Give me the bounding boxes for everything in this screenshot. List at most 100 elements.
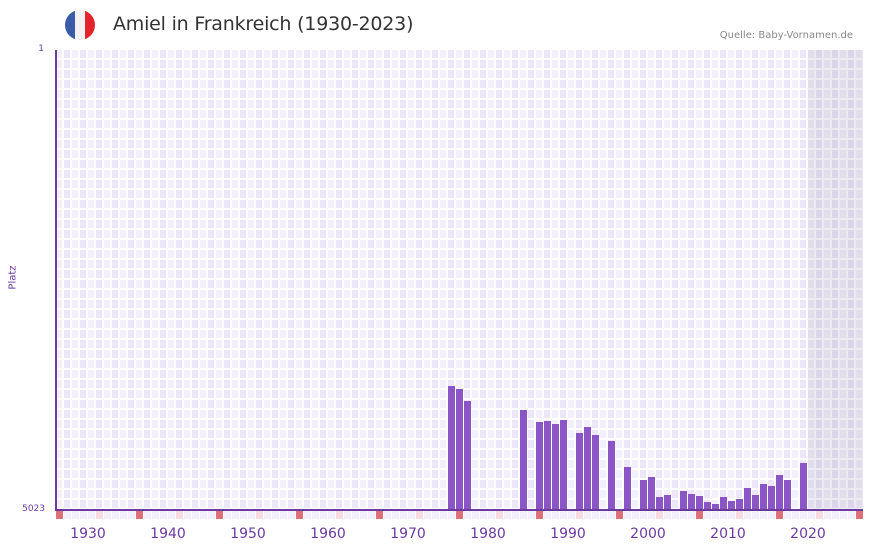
year-marker xyxy=(288,511,295,519)
bar-1979[interactable] xyxy=(464,400,471,510)
year-marker xyxy=(640,511,647,519)
bar-1986[interactable] xyxy=(520,409,527,510)
year-marker xyxy=(184,511,191,519)
year-marker xyxy=(680,511,687,519)
year-marker xyxy=(752,511,759,519)
bar-2002[interactable] xyxy=(648,477,655,510)
year-marker xyxy=(616,511,623,519)
year-marker xyxy=(400,511,407,519)
year-marker xyxy=(224,511,231,519)
bar-2010[interactable] xyxy=(712,503,719,510)
year-marker xyxy=(464,511,471,519)
year-marker xyxy=(104,511,111,519)
year-marker xyxy=(72,511,79,519)
bar-1999[interactable] xyxy=(624,466,631,510)
x-tick-label: 1970 xyxy=(390,526,426,542)
bar-2014[interactable] xyxy=(744,488,751,510)
bar-2003[interactable] xyxy=(656,496,663,510)
year-marker xyxy=(376,511,383,519)
bar-2006[interactable] xyxy=(680,490,687,510)
bar-2017[interactable] xyxy=(768,486,775,510)
bar-2021[interactable] xyxy=(800,463,807,510)
year-marker xyxy=(856,511,863,519)
x-tick-label: 1990 xyxy=(550,526,586,542)
year-marker xyxy=(296,511,303,519)
bar-2016[interactable] xyxy=(760,483,767,510)
year-marker xyxy=(832,511,839,519)
year-marker xyxy=(344,511,351,519)
bar-2018[interactable] xyxy=(776,475,783,510)
year-marker xyxy=(352,511,359,519)
year-marker xyxy=(776,511,783,519)
year-marker xyxy=(592,511,599,519)
year-marker xyxy=(728,511,735,519)
bar-1989[interactable] xyxy=(544,420,551,510)
bar-1990[interactable] xyxy=(552,423,559,510)
year-marker xyxy=(488,511,495,519)
year-marker xyxy=(536,511,543,519)
bar-1994[interactable] xyxy=(584,427,591,510)
year-marker xyxy=(264,511,271,519)
year-marker xyxy=(816,511,823,519)
x-tick-label: 2010 xyxy=(710,526,746,542)
year-marker xyxy=(312,511,319,519)
x-tick-label: 1980 xyxy=(470,526,506,542)
year-marker xyxy=(560,511,567,519)
flag-stripe-red xyxy=(85,10,95,40)
year-marker xyxy=(528,511,535,519)
year-marker xyxy=(744,511,751,519)
year-marker xyxy=(240,511,247,519)
bar-2008[interactable] xyxy=(696,495,703,510)
year-marker xyxy=(760,511,767,519)
year-marker xyxy=(664,511,671,519)
year-marker xyxy=(800,511,807,519)
year-marker xyxy=(392,511,399,519)
bar-2004[interactable] xyxy=(664,494,671,510)
bar-2011[interactable] xyxy=(720,496,727,510)
year-marker xyxy=(152,511,159,519)
year-marker xyxy=(440,511,447,519)
year-marker xyxy=(80,511,87,519)
year-marker xyxy=(688,511,695,519)
year-marker xyxy=(368,511,375,519)
year-marker xyxy=(216,511,223,519)
year-marker xyxy=(648,511,655,519)
year-marker xyxy=(696,511,703,519)
y-axis-line xyxy=(55,50,57,511)
x-tick-label: 1960 xyxy=(310,526,346,542)
year-marker xyxy=(848,511,855,519)
shaded-future-region xyxy=(808,50,863,510)
bar-2009[interactable] xyxy=(704,501,711,510)
year-marker xyxy=(208,511,215,519)
year-marker xyxy=(512,511,519,519)
year-marker xyxy=(176,511,183,519)
france-flag-icon xyxy=(65,10,95,40)
year-marker xyxy=(248,511,255,519)
bar-2013[interactable] xyxy=(736,499,743,510)
bar-1993[interactable] xyxy=(576,432,583,510)
x-tick-label: 2020 xyxy=(790,526,826,542)
year-marker xyxy=(96,511,103,519)
bar-1977[interactable] xyxy=(448,385,455,510)
year-marker xyxy=(424,511,431,519)
year-marker xyxy=(360,511,367,519)
bar-1991[interactable] xyxy=(560,419,567,510)
year-marker xyxy=(704,511,711,519)
bar-1988[interactable] xyxy=(536,421,543,510)
bar-2015[interactable] xyxy=(752,494,759,510)
year-marker xyxy=(144,511,151,519)
year-marker xyxy=(632,511,639,519)
bar-2019[interactable] xyxy=(784,479,791,510)
year-marker xyxy=(656,511,663,519)
year-marker xyxy=(824,511,831,519)
year-marker xyxy=(200,511,207,519)
bar-2007[interactable] xyxy=(688,493,695,510)
source-credit: Quelle: Baby-Vornamen.de xyxy=(719,30,853,41)
bar-2001[interactable] xyxy=(640,479,647,510)
bar-1978[interactable] xyxy=(456,389,463,510)
year-marker xyxy=(64,511,71,519)
year-marker xyxy=(544,511,551,519)
bar-1995[interactable] xyxy=(592,434,599,510)
bar-2012[interactable] xyxy=(728,500,735,510)
bar-1997[interactable] xyxy=(608,441,615,510)
